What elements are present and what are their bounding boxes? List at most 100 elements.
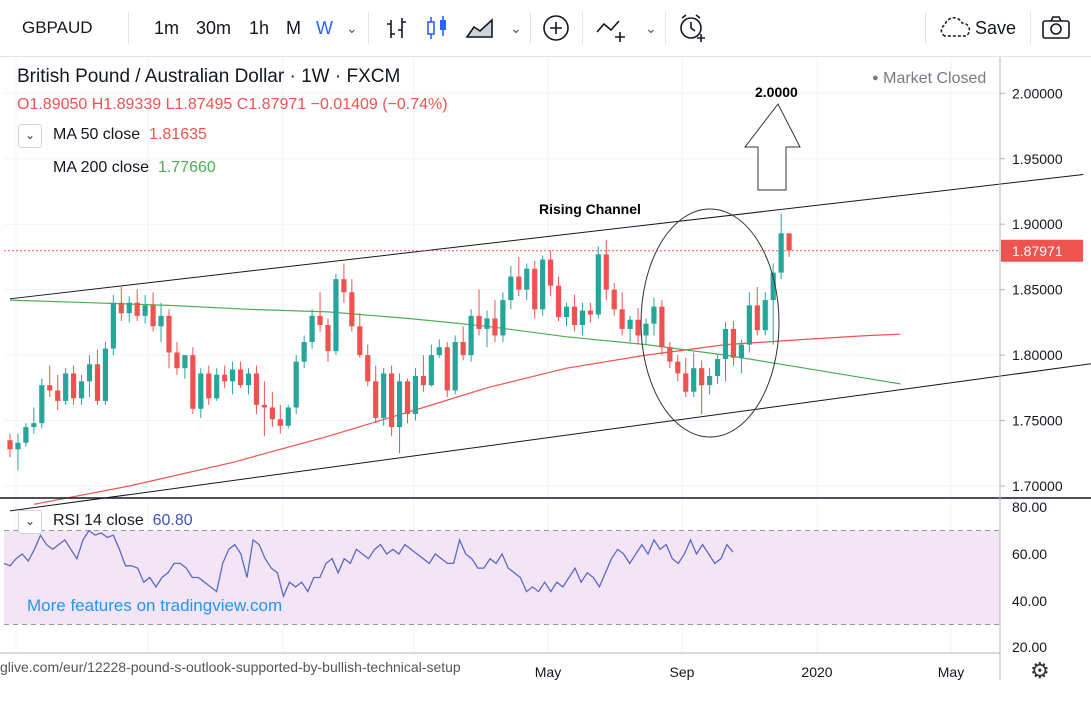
candle-body [778,233,784,273]
candle-body [730,328,737,358]
time-tick-label: 2020 [801,664,832,680]
candle-body [675,361,681,374]
candle-body [420,376,426,386]
interval-1m[interactable]: 1m [154,18,180,38]
area-style-icon[interactable] [465,15,495,41]
candle-body [714,359,721,377]
candle-body [31,423,37,428]
candle-body [667,347,673,362]
rsi-tick-label: 40.00 [1012,593,1047,609]
candle-body [261,404,267,408]
candle-body [55,390,61,401]
compare-icon[interactable] [594,14,630,44]
chevron-down-icon[interactable]: ⌄ [645,20,657,36]
candle-body [754,305,760,331]
save-button[interactable]: Save [975,18,1017,38]
alert-icon[interactable] [676,12,708,44]
candle-body [468,315,474,356]
target-label: 2.0000 [755,84,798,100]
symbol-button[interactable]: GBPAUD [22,18,93,37]
add-indicator-icon[interactable] [541,13,571,43]
candle-body [786,233,792,251]
rsi-tick-label: 60.00 [1012,546,1047,562]
candle-body [317,315,323,325]
rsi-value: 60.80 [152,512,193,529]
gear-icon[interactable]: ⚙ [1030,658,1050,683]
candle-style-icon[interactable] [425,14,451,42]
rsi-tick-label: 80.00 [1012,499,1047,515]
candle-body [301,342,307,362]
candle-body [230,369,236,382]
candle-body [15,442,21,450]
candle-body [150,305,156,327]
candle-body [63,373,69,401]
candle-body [524,268,530,290]
candle-body [548,259,554,286]
candle-body [500,300,506,336]
candle-body [126,302,132,314]
price-tick-label: 1.95000 [1012,151,1063,167]
interval-month[interactable]: M [286,18,301,38]
candle-body [516,276,522,290]
chevron-down-icon[interactable]: ⌄ [510,20,522,36]
candle-body [166,315,172,353]
candle-body [619,309,625,329]
candle-body [412,376,419,415]
candle-body [460,342,466,356]
candle-body [444,347,450,391]
rsi-band [4,530,1000,625]
toolbar-divider [582,12,583,44]
tradingview-watermark[interactable]: More features on tradingview.com [27,596,283,615]
candle-body [39,385,45,424]
interval-week[interactable]: W [316,18,333,38]
candle-body [627,319,633,329]
candle-body [7,440,13,450]
chevron-down-icon[interactable]: ⌄ [346,20,358,36]
ohlc-low: L1.87495 [165,96,233,113]
collapse-rsi-button[interactable]: ⌄ [18,510,42,534]
bar-style-icon[interactable] [384,16,410,42]
candle-body [325,324,331,352]
ma50-label: MA 50 close [53,126,141,143]
axes: 2.00000 1.95000 1.90000 1.85000 1.80000 1.750… [0,57,1091,680]
gridlines [4,57,1000,652]
candle-body [540,259,546,310]
channel-lower-line [9,363,1091,512]
price-tick-label: 2.00000 [1012,85,1063,101]
cloud-icon[interactable] [936,17,974,39]
rsi-pane [3,529,734,599]
price-tick-label: 1.75000 [1012,413,1063,429]
time-tick-label: Sep [670,664,695,680]
camera-icon[interactable] [1041,15,1071,41]
candle-body [174,352,180,369]
candle-body [746,305,752,345]
candle-body [277,419,283,426]
candle-body [206,373,212,399]
rsi-legend: RSI 14 close 60.80 [53,512,193,530]
candle-body [23,427,29,443]
collapse-legend-button[interactable]: ⌄ [18,124,42,148]
time-tick-label: May [535,664,561,680]
ohlc-high: H1.89339 [91,96,162,113]
candle-body [110,302,116,349]
last-price-tag [1001,239,1083,262]
ohlc-readout: O1.89050 H1.89339 L1.87495 C1.87971 −0.0… [17,96,448,114]
interval-30m[interactable]: 30m [196,18,232,38]
candle-body [309,315,315,343]
candle-body [190,355,196,409]
candle-body [563,306,570,318]
candle-body [595,254,601,315]
annotations [640,103,801,438]
source-url: glive.com/eur/12228-pound-s-outlook-supp… [0,656,515,678]
candle-body [532,268,538,310]
rsi-tick-label: 20.00 [1012,639,1047,655]
interval-1h[interactable]: 1h [249,18,270,38]
candle-body [365,355,371,382]
candle-body [722,328,729,360]
market-status: ● Market Closed [872,70,986,88]
candle-body [492,318,498,336]
candle-body [635,319,641,336]
ma200-legend: MA 200 close 1.77660 [53,159,216,177]
ohlc-close: C1.87971 [236,96,307,113]
